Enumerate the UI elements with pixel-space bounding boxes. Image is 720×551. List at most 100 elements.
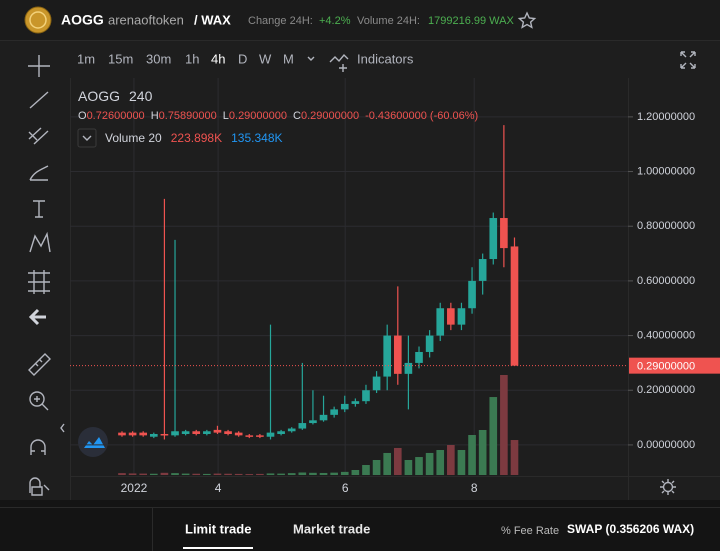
legend-toggle[interactable] [77, 128, 97, 148]
candle-body [298, 423, 307, 429]
volume-bar [298, 472, 307, 475]
volume-bar [425, 452, 434, 475]
volume-name: Volume 20 [105, 131, 162, 145]
y-tick-label: 0.20000000 [637, 384, 695, 396]
candle-body [340, 403, 349, 410]
candle-body [245, 435, 254, 437]
candle-body [330, 409, 338, 415]
market-trade-tab[interactable]: Market trade [293, 521, 370, 536]
crosshair-tool[interactable] [28, 55, 50, 77]
open-value: 0.72600000 [87, 110, 145, 122]
volume-bar [139, 473, 148, 475]
candle-body [510, 246, 519, 366]
high-value: 0.75890000 [159, 110, 217, 122]
interval-bar: 1m 15m 30m 1h 4h D W M [77, 51, 294, 66]
x-tick-label: 4 [215, 481, 222, 495]
y-tick-label: 0.60000000 [637, 275, 695, 287]
candle-body [277, 431, 285, 434]
volume-bar [245, 474, 254, 475]
indicators-icon[interactable] [329, 53, 349, 72]
interval-button[interactable]: 15m [108, 51, 133, 66]
candle-body [383, 335, 392, 377]
ruler-tool[interactable] [28, 353, 51, 376]
interval: 240 [129, 88, 153, 104]
interval-dropdown[interactable] [307, 56, 315, 61]
volume-bar [393, 447, 402, 475]
volume-bar [436, 450, 445, 475]
legend-toggle [82, 135, 92, 141]
volume-bar [203, 473, 211, 475]
open-label: O [78, 110, 87, 122]
volume-bar [309, 472, 317, 475]
volume-bar [287, 473, 296, 475]
candle-body [415, 351, 423, 363]
tradingview-logo[interactable] [78, 427, 108, 457]
interval-button[interactable]: 30m [146, 51, 171, 66]
legend-symbol: AOGG 240 [78, 88, 153, 104]
volume-value: 1799216.99 WAX [428, 15, 514, 27]
x-tick-label: 2022 [121, 481, 148, 495]
y-tick-label: 0.00000000 [637, 439, 695, 451]
low-value: 0.29000000 [229, 110, 287, 122]
prediction-tool[interactable] [28, 270, 50, 294]
volume-bar [277, 473, 285, 475]
fullscreen-button[interactable] [680, 51, 696, 69]
pair: / WAX [194, 12, 231, 27]
fee-rate-label: % Fee Rate [501, 525, 559, 537]
volume-bar [256, 473, 264, 475]
interval-button[interactable]: 1m [77, 51, 95, 66]
legend-ohlc: O0.72600000 H0.75890000 L0.29000000 C0.2900… [78, 110, 478, 122]
candle-body [256, 435, 264, 437]
volume-bar [330, 472, 338, 475]
volume-bar [224, 473, 232, 475]
interval-button[interactable]: D [238, 51, 247, 66]
volume-bar [500, 375, 508, 475]
candle-body [118, 432, 126, 436]
candle-body [139, 432, 148, 436]
volume-bar [192, 473, 201, 475]
brush-tool[interactable] [29, 165, 49, 181]
candle-body [457, 308, 466, 325]
collapse-toolbar[interactable] [60, 423, 65, 433]
candle-body [447, 308, 455, 325]
interval-button[interactable]: W [259, 51, 272, 66]
token-name: AOGG [61, 12, 104, 28]
trendline-tool[interactable] [29, 91, 49, 109]
volume-bar [372, 460, 381, 475]
candle-body [362, 390, 370, 402]
lock-tool[interactable] [29, 477, 50, 496]
last-price-label: 0.29000000 [637, 361, 695, 373]
candle-body [160, 433, 169, 436]
candle-body [478, 259, 487, 281]
magnet-tool[interactable] [30, 439, 46, 455]
zoom-tool[interactable] [34, 396, 49, 411]
y-tick-label: 1.00000000 [637, 165, 695, 177]
symbol: AOGG [78, 88, 120, 104]
token-logo [29, 11, 47, 29]
candle-body [393, 335, 402, 374]
candle-body [309, 420, 317, 424]
zoom-tool[interactable] [29, 391, 45, 407]
fib-tool[interactable] [28, 127, 49, 145]
volume-bar [468, 435, 476, 475]
grid [70, 78, 628, 475]
candle-body [234, 432, 243, 436]
candle-body [500, 218, 508, 249]
interval-button[interactable]: 1h [185, 51, 199, 66]
candle-body [192, 431, 201, 434]
candle-body [468, 280, 476, 309]
text-tool[interactable] [33, 200, 45, 218]
volume-bar [213, 473, 222, 475]
limit-trade-tab[interactable]: Limit trade [185, 521, 251, 536]
pattern-tool[interactable] [29, 231, 51, 253]
candle-body [436, 308, 445, 336]
back-tool[interactable] [28, 308, 46, 326]
favorite-star[interactable] [517, 11, 537, 29]
volume-bar [118, 473, 126, 475]
interval-button[interactable]: 4h [211, 51, 225, 66]
interval-button[interactable]: M [283, 51, 294, 66]
settings-button[interactable] [662, 481, 674, 493]
candle-body [319, 414, 328, 421]
indicators-button[interactable]: Indicators [357, 51, 414, 66]
